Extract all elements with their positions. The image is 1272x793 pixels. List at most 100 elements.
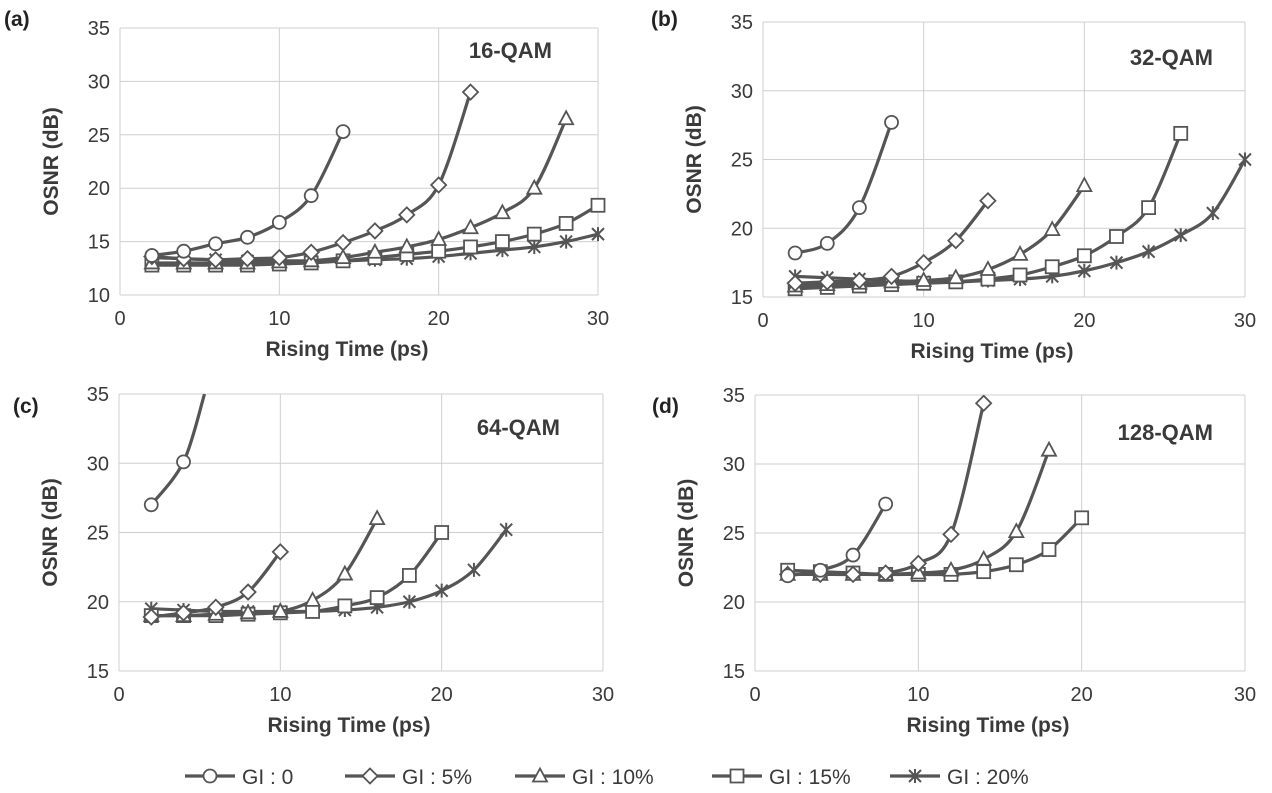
data-point-square — [463, 239, 478, 255]
y-tick-label: 25 — [88, 125, 110, 147]
data-point-diamond — [398, 206, 416, 224]
data-point-diamond — [429, 176, 448, 194]
legend-entry: GI : 20% — [890, 766, 1029, 789]
data-point-triangle — [239, 603, 257, 620]
x-tick-label: 0 — [114, 308, 125, 330]
y-tick-label: 15 — [731, 287, 753, 309]
legend-marker-square — [729, 768, 745, 784]
data-point-diamond — [909, 554, 928, 573]
data-point-triangle — [975, 549, 993, 566]
data-point-square — [1109, 229, 1124, 244]
y-tick-label: 20 — [731, 218, 753, 240]
data-point-square — [431, 243, 447, 259]
y-tick-label: 30 — [731, 81, 753, 103]
data-point-star — [1109, 255, 1124, 270]
series-line — [787, 503, 888, 578]
legend-entry: GI : 10% — [515, 766, 654, 789]
data-point-star — [1174, 228, 1188, 243]
data-point-triangle — [430, 230, 448, 246]
y-tick-label: 25 — [731, 150, 753, 172]
data-point-star — [559, 234, 573, 249]
data-point-triangle — [979, 260, 997, 276]
data-point-diamond — [207, 598, 225, 617]
y-tick-label: 35 — [88, 18, 110, 40]
x-tick-label: 10 — [913, 310, 935, 332]
y-tick-label: 20 — [87, 592, 109, 614]
series-triangle — [786, 176, 1093, 293]
data-point-star — [591, 227, 605, 242]
data-point-circle — [208, 236, 224, 252]
data-point-square — [1141, 200, 1156, 216]
y-tick-label: 35 — [87, 384, 109, 406]
y-axis-title: OSNR (dB) — [675, 479, 698, 588]
chart-title: 128-QAM — [1118, 420, 1213, 445]
legend-label: GI : 0 — [242, 766, 293, 789]
x-axis-title: Rising Time (ps) — [911, 340, 1074, 363]
series-line — [795, 158, 1247, 284]
series-line — [795, 184, 1086, 288]
panel-c-chart: 15 20 25 30 35 0 10 20 30 Rising Time (ps) OSNR (d… — [13, 384, 614, 737]
legend-marker-triangle — [531, 766, 549, 783]
data-point-triangle — [915, 271, 933, 287]
legend-marker-diamond — [361, 767, 379, 785]
data-point-square — [1173, 125, 1189, 141]
data-point-square — [590, 197, 606, 213]
series-line — [787, 402, 986, 577]
y-tick-label: 15 — [87, 661, 109, 683]
data-point-diamond — [850, 271, 869, 290]
y-tick-label: 25 — [723, 523, 745, 545]
panel-d-chart: 15 20 25 30 35 0 10 20 30 Rising Time (ps) OSNR (d… — [652, 385, 1256, 737]
series-line — [151, 528, 508, 614]
series-line — [794, 121, 894, 255]
x-tick-label: 20 — [431, 684, 453, 706]
data-point-diamond — [206, 250, 225, 269]
data-point-triangle — [1043, 220, 1061, 237]
data-point-triangle — [271, 602, 289, 618]
series-circle — [787, 114, 899, 261]
data-point-triangle — [366, 242, 384, 259]
data-point-diamond — [844, 565, 862, 584]
data-point-triangle — [942, 560, 960, 577]
data-point-circle — [819, 235, 835, 251]
data-point-triangle — [525, 178, 543, 195]
x-tick-label: 10 — [269, 684, 291, 706]
data-point-square — [434, 525, 450, 540]
data-point-star — [402, 594, 417, 609]
data-point-triangle — [336, 564, 354, 581]
y-tick-label: 15 — [723, 661, 745, 683]
x-tick-label: 30 — [1234, 684, 1256, 706]
data-point-star — [527, 239, 541, 254]
panel-label: (d) — [652, 395, 679, 418]
series-diamond — [778, 395, 993, 584]
y-tick-label: 25 — [87, 523, 109, 545]
series-line — [149, 394, 207, 506]
data-point-square — [1008, 557, 1024, 573]
chart-title: 16-QAM — [469, 38, 552, 63]
data-point-triangle — [304, 590, 322, 607]
data-point-square — [369, 590, 385, 605]
data-point-diamond — [979, 191, 997, 210]
data-point-diamond — [786, 274, 804, 293]
x-tick-label: 30 — [592, 684, 614, 706]
data-point-square — [976, 564, 992, 580]
y-axis-title: OSNR (dB) — [39, 478, 62, 587]
data-point-square — [526, 226, 542, 242]
data-point-circle — [884, 114, 899, 130]
legend-label: GI : 15% — [769, 766, 851, 789]
data-point-square — [1076, 248, 1092, 264]
series-diamond — [142, 543, 290, 626]
data-point-diamond — [947, 231, 965, 250]
data-point-triangle — [462, 218, 480, 235]
data-point-star — [1077, 263, 1092, 278]
data-point-circle — [303, 188, 319, 204]
data-point-triangle — [334, 248, 352, 265]
legend-marker-star — [908, 769, 922, 783]
x-tick-label: 0 — [749, 684, 760, 706]
y-axis-title: OSNR (dB) — [40, 107, 63, 216]
data-point-diamond — [174, 604, 193, 622]
data-point-star — [499, 522, 513, 537]
y-tick-label: 35 — [731, 12, 753, 34]
legend-marker-circle — [202, 768, 218, 784]
